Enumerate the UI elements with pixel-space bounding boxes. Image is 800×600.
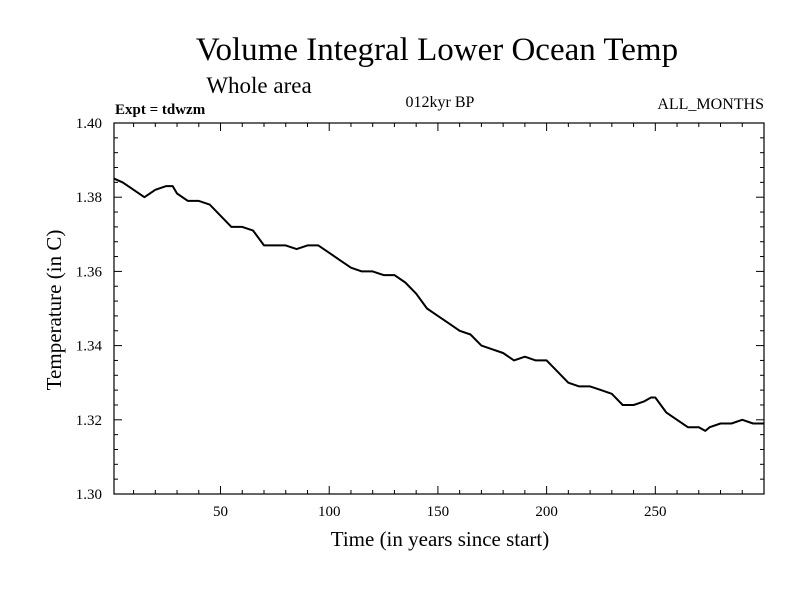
y-tick-label: 1.34 [76,339,103,355]
chart-title: Volume Integral Lower Ocean Temp [196,32,678,68]
y-tick-label: 1.32 [76,413,102,429]
y-axis-label: Temperature (in C) [42,230,66,391]
period-label: 012kyr BP [406,94,475,111]
x-tick-label: 50 [213,504,228,520]
y-tick-label: 1.40 [76,116,102,132]
axes-group: 50 100 150 200 250 1.30 1.32 1.34 1.36 1.38 1.40 [76,116,765,520]
series-group [113,177,764,432]
x-tick-label: 100 [318,504,341,520]
plot-frame [113,122,765,495]
chart-subtitle: Whole area [206,73,311,98]
experiment-label: Expt = tdwzm [115,102,206,118]
x-tick-label: 250 [644,504,667,520]
y-tick-label: 1.30 [76,487,102,503]
series-line [113,177,764,432]
y-tick-label: 1.38 [76,190,102,206]
x-tick-label: 150 [427,504,450,520]
x-tick-label: 200 [535,504,558,520]
y-tick-label: 1.36 [76,264,103,280]
x-axis-label: Time (in years since start) [331,527,550,551]
season-label: ALL_MONTHS [657,96,764,113]
